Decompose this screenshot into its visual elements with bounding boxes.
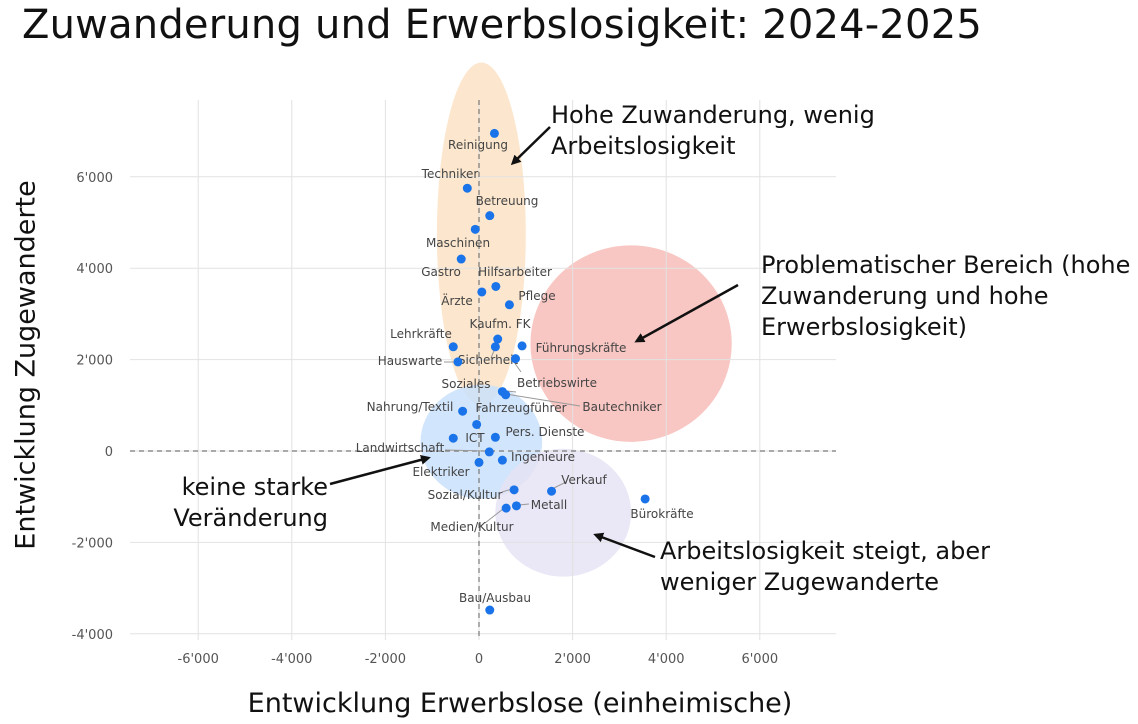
point-label: ICT (465, 431, 485, 445)
y-tick-label: 4'000 (76, 262, 113, 277)
region-ellipse-3 (495, 448, 632, 577)
annotation-arrow (634, 283, 739, 343)
x-tick-label: 0 (475, 652, 483, 667)
data-point (470, 224, 480, 234)
y-tick-label: -4'000 (72, 628, 113, 643)
data-point (448, 342, 458, 352)
point-label: Techniker (421, 167, 479, 181)
point-label: Bürokräfte (630, 507, 693, 521)
x-tick-label: 6'000 (741, 652, 778, 667)
data-point (485, 605, 495, 615)
point-label: Bau/Ausbau (459, 591, 531, 605)
point-label: Medien/Kultur (430, 520, 513, 534)
y-tick-label: 2'000 (76, 354, 113, 369)
annotation-unemployment-rises: Arbeitslosigkeit steigt, aber weniger Zu… (660, 537, 990, 596)
point-label: Kaufm. FK (470, 317, 532, 331)
region-ellipse-1 (530, 245, 732, 442)
data-point (448, 433, 458, 443)
point-label: Hilfsarbeiter (478, 265, 552, 279)
region-ellipse-0 (436, 62, 526, 406)
y-tick-label: -2'000 (72, 536, 113, 551)
data-point (497, 455, 507, 465)
data-point (509, 485, 519, 495)
label-leader-lines (444, 345, 581, 524)
data-point (640, 494, 650, 504)
point-label: Pflege (518, 289, 555, 303)
x-tick-label: -4'000 (271, 652, 312, 667)
annotation-high-immigration: Hohe Zuwanderung, wenig Arbeitslosigkeit (551, 101, 875, 160)
data-point (462, 183, 472, 193)
label-leader-line (484, 508, 504, 524)
data-point (477, 287, 487, 297)
annotation-arrows (329, 126, 739, 559)
x-tick-label: -6'000 (178, 652, 219, 667)
y-tick-labels: -4'000 -2'000 0 2'000 4'000 6'000 (72, 171, 113, 643)
x-axis-label: Entwicklung Erwerbslose (einheimische) (247, 688, 793, 719)
highlight-regions (420, 62, 732, 577)
point-label: Ärzte (441, 293, 473, 308)
data-point (517, 341, 527, 351)
data-point (511, 501, 521, 511)
annotation-arrow (510, 126, 551, 166)
data-point (490, 432, 500, 442)
point-label: Soziales (442, 377, 491, 391)
y-tick-label: 6'000 (76, 171, 113, 186)
annotation-no-change: keine starke Veränderung (173, 473, 328, 532)
data-point (456, 254, 466, 264)
point-label: Sicherheit (458, 353, 519, 367)
point-label: Fahrzeugführer (475, 401, 566, 415)
point-label: Hauswarte (378, 354, 442, 368)
region-ellipse-2 (420, 384, 543, 499)
data-point (485, 211, 495, 221)
x-tick-label: 4'000 (648, 652, 685, 667)
point-label: Nahrung/Textil (367, 400, 454, 414)
chart-title: Zuwanderung und Erwerbslosigkeit: 2024-2… (22, 2, 983, 48)
label-leader-line (444, 449, 489, 452)
point-label: Verkauf (561, 473, 607, 487)
point-label: Metall (531, 498, 567, 512)
data-point (490, 342, 500, 352)
point-label: Sozial/Kultur (428, 488, 503, 502)
data-point (501, 503, 511, 513)
point-label: Pers. Dienste (506, 425, 585, 439)
data-point (493, 334, 503, 344)
data-point (489, 128, 499, 138)
data-point (504, 300, 514, 310)
point-label: Betreuung (476, 194, 539, 208)
point-label: Elektriker (412, 465, 469, 479)
y-axis-label: Entwicklung Zugewanderte (10, 180, 42, 550)
point-label: Bautechniker (582, 400, 661, 414)
point-label: Reinigung (448, 138, 508, 152)
point-label: Betriebswirte (517, 376, 597, 390)
x-tick-label: 2'000 (554, 652, 591, 667)
annotation-arrow (593, 532, 656, 559)
point-label: Landwirtschaft (356, 441, 445, 455)
data-point (547, 486, 557, 496)
y-tick-label: 0 (105, 445, 113, 460)
data-point (474, 457, 484, 467)
data-point (501, 390, 511, 400)
data-point (453, 357, 463, 367)
point-label: Maschinen (426, 236, 490, 250)
annotation-problem-area: Problematischer Bereich (hohe Zuwanderun… (761, 251, 1131, 341)
data-points (448, 128, 650, 615)
data-point (458, 406, 468, 416)
label-leader-line (553, 481, 567, 489)
data-point (472, 419, 482, 429)
point-label: Ingenieure (511, 450, 575, 464)
x-tick-label: -2'000 (365, 652, 406, 667)
annotation-arrow (329, 454, 431, 486)
point-labels: Reinigung Techniker Betreuung Maschinen Gast… (356, 138, 694, 605)
point-label: Lehrkräfte (390, 327, 452, 341)
data-point (484, 447, 494, 457)
data-point (511, 354, 521, 364)
label-leader-line (505, 393, 581, 407)
data-point (491, 281, 501, 291)
x-tick-labels: -6'000 -4'000 -2'000 0 2'000 4'000 6'000 (178, 652, 779, 667)
point-label: Gastro (421, 265, 461, 279)
label-leader-line (513, 361, 522, 373)
point-label: Führungskräfte (536, 341, 627, 355)
